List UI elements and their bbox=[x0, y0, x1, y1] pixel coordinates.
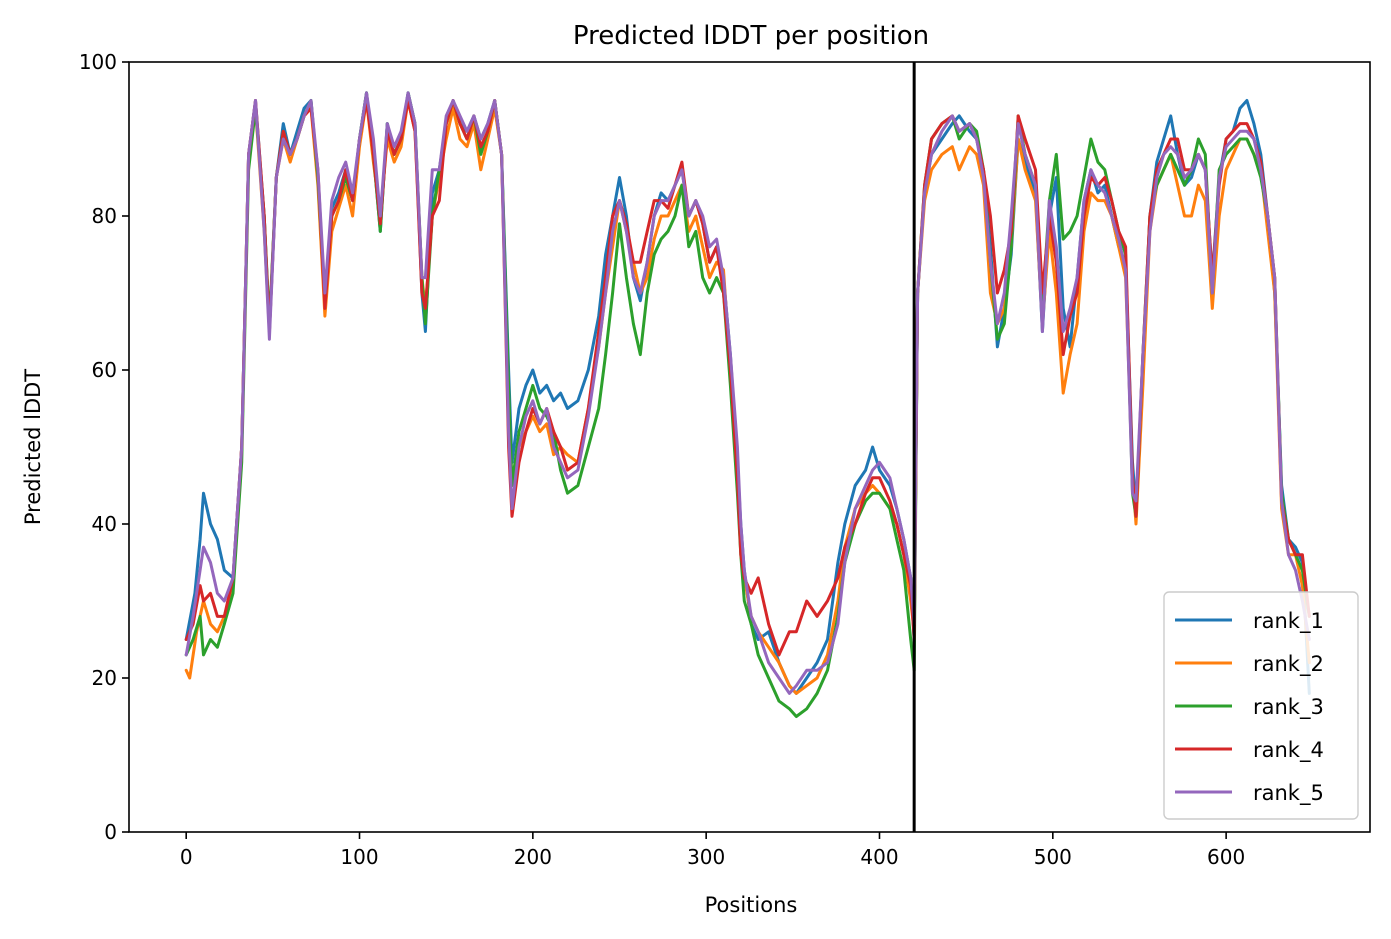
x-tick-label: 0 bbox=[180, 845, 193, 869]
legend-label-rank-5: rank_5 bbox=[1253, 781, 1324, 806]
legend-label-rank-2: rank_2 bbox=[1253, 652, 1324, 677]
legend-label-rank-3: rank_3 bbox=[1253, 695, 1324, 720]
y-tick-label: 20 bbox=[92, 666, 117, 690]
chart-title: Predicted lDDT per position bbox=[573, 21, 929, 51]
legend-label-rank-4: rank_4 bbox=[1253, 738, 1324, 763]
y-tick-label: 0 bbox=[104, 820, 117, 844]
legend-items: rank_1 rank_2 rank_3 rank_4 rank_5 bbox=[1175, 609, 1324, 806]
y-tick-label: 40 bbox=[92, 512, 117, 536]
y-axis-title: Predicted lDDT bbox=[21, 369, 45, 525]
x-tick-label: 500 bbox=[1034, 845, 1072, 869]
legend: rank_1 rank_2 rank_3 rank_4 rank_5 bbox=[1163, 591, 1359, 820]
x-tick-label: 600 bbox=[1207, 845, 1245, 869]
x-axis-title: Positions bbox=[705, 893, 798, 917]
y-tick-label: 60 bbox=[92, 358, 117, 382]
x-tick-label: 300 bbox=[687, 845, 725, 869]
x-tick-label: 200 bbox=[514, 845, 552, 869]
plot-frame bbox=[128, 61, 1371, 833]
y-tick-label: 80 bbox=[92, 204, 117, 228]
legend-box bbox=[1163, 591, 1359, 820]
y-tick-label: 100 bbox=[79, 50, 117, 74]
x-axis-ticks: 0 100 200 300 400 500 600 bbox=[180, 832, 1245, 869]
series-line-rank-5 bbox=[184, 91, 1311, 695]
y-axis-ticks: 0 20 40 60 80 100 bbox=[79, 50, 129, 844]
legend-label-rank-1: rank_1 bbox=[1253, 609, 1324, 634]
x-tick-label: 100 bbox=[340, 845, 378, 869]
plot-series bbox=[184, 91, 1311, 718]
x-tick-label: 400 bbox=[860, 845, 898, 869]
